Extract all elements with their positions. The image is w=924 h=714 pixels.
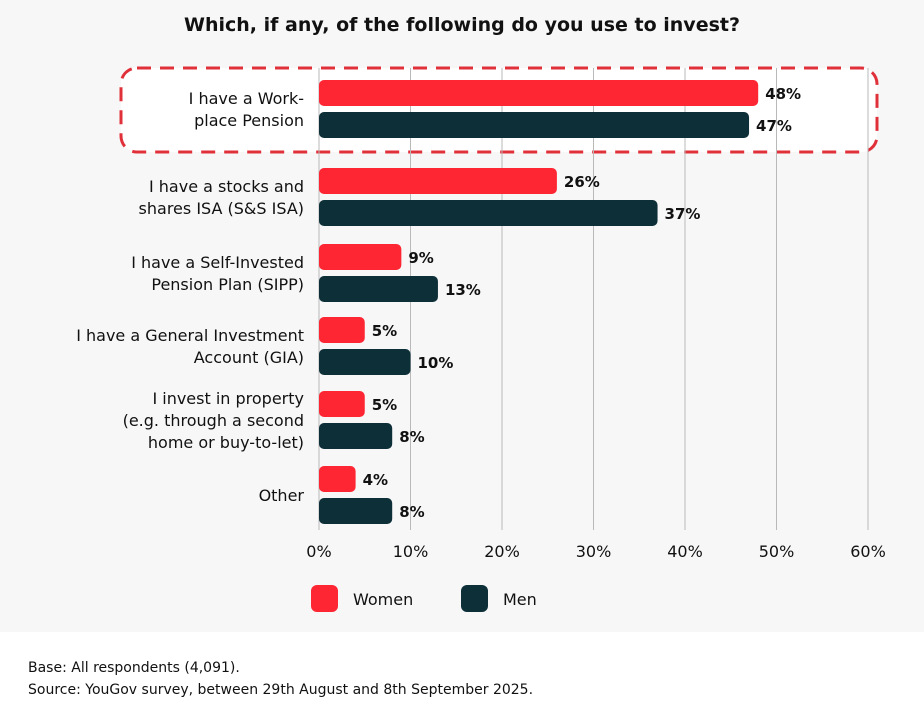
category-label: I have a Work- xyxy=(189,89,304,108)
base-note: Base: All respondents (4,091). xyxy=(28,660,240,676)
x-tick-label: 60% xyxy=(850,542,886,561)
bar-men xyxy=(319,200,658,226)
data-label: 26% xyxy=(564,173,600,191)
bar-men xyxy=(319,276,438,302)
footer: Base: All respondents (4,091). Source: Y… xyxy=(28,657,533,701)
legend-swatch-men xyxy=(461,585,488,612)
bar-women xyxy=(319,244,402,270)
bar-women xyxy=(319,317,365,343)
category-label: I have a Self-Invested xyxy=(131,253,304,272)
bar-men xyxy=(319,423,393,449)
x-tick-label: 40% xyxy=(667,542,703,561)
data-label: 8% xyxy=(399,503,424,521)
category-label: home or buy-to-let) xyxy=(148,433,304,452)
data-label: 4% xyxy=(363,471,388,489)
data-label: 48% xyxy=(765,85,801,103)
data-label: 8% xyxy=(399,428,424,446)
bar-women xyxy=(319,466,356,492)
data-label: 13% xyxy=(445,281,481,299)
x-tick-label: 50% xyxy=(759,542,795,561)
bar-men xyxy=(319,498,393,524)
data-label: 5% xyxy=(372,322,397,340)
chart-title: Which, if any, of the following do you u… xyxy=(183,14,740,36)
legend-swatch-women xyxy=(311,585,338,612)
bar-chart: 0% 10% 20% 30% 40% 50% 60% I have a Work-place … xyxy=(76,66,886,612)
legend-label: Men xyxy=(503,590,537,609)
bar-men xyxy=(319,112,750,138)
source-note: Source: YouGov survey, between 29th Augu… xyxy=(28,682,534,698)
category-label: I invest in property xyxy=(152,389,304,408)
data-label: 37% xyxy=(665,205,701,223)
bar-men xyxy=(319,349,411,375)
category-label: I have a stocks and xyxy=(149,177,304,196)
bar-women xyxy=(319,391,365,417)
category-label: shares ISA (S&S ISA) xyxy=(139,199,304,218)
x-tick-label: 30% xyxy=(576,542,612,561)
data-label: 9% xyxy=(408,249,433,267)
legend-label: Women xyxy=(353,590,413,609)
category-label: Pension Plan (SIPP) xyxy=(151,275,304,294)
x-tick-label: 20% xyxy=(484,542,520,561)
category-label: Account (GIA) xyxy=(194,348,304,367)
data-label: 47% xyxy=(756,117,792,135)
bar-women xyxy=(319,80,759,106)
data-label: 5% xyxy=(372,396,397,414)
category-label: (e.g. through a second xyxy=(123,411,304,430)
category-label: place Pension xyxy=(194,111,304,130)
data-label: 10% xyxy=(418,354,454,372)
bar-women xyxy=(319,168,557,194)
x-tick-label: 10% xyxy=(393,542,429,561)
category-label: Other xyxy=(259,486,305,505)
category-label: I have a General Investment xyxy=(76,326,304,345)
x-tick-label: 0% xyxy=(306,542,331,561)
